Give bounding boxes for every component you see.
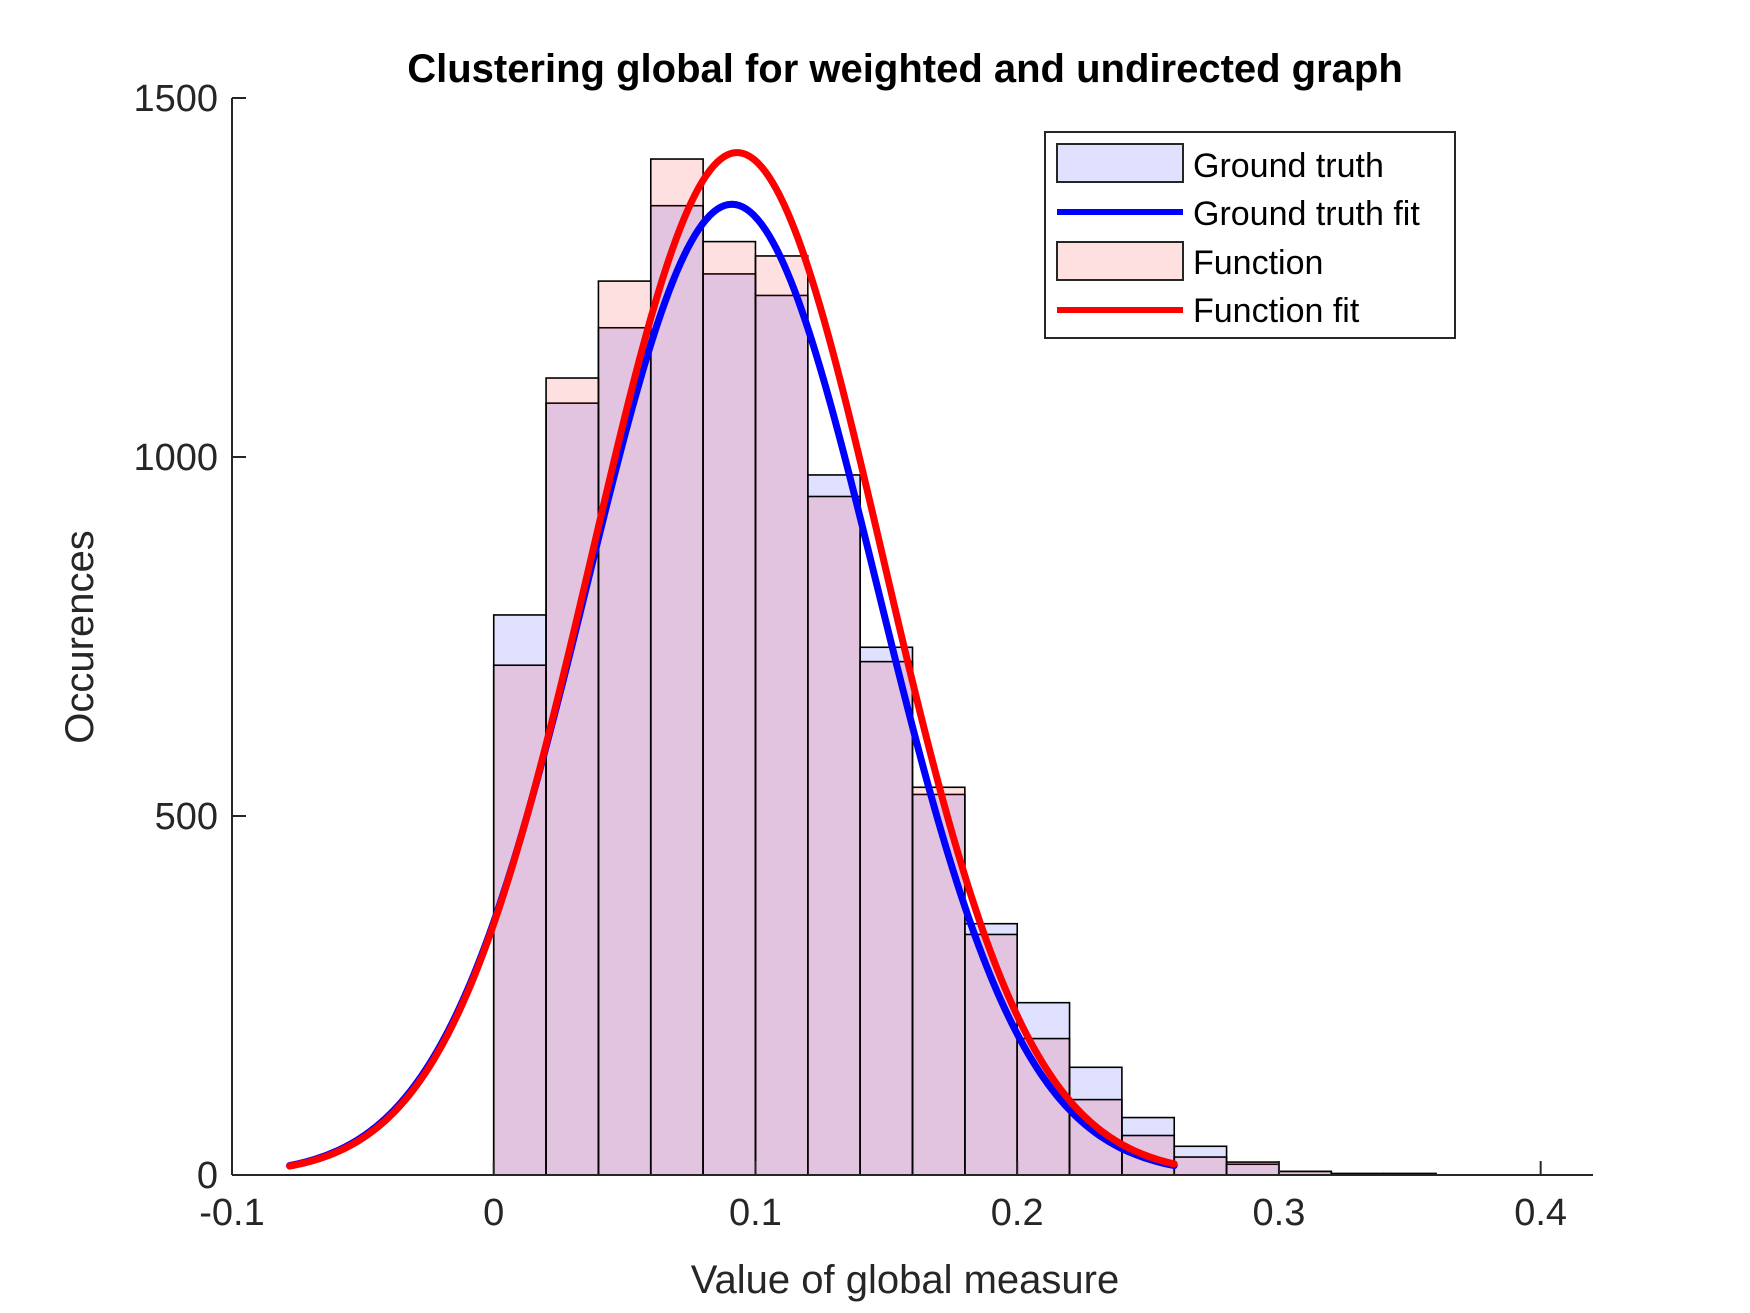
y-tick-label: 1500: [133, 78, 218, 120]
legend-swatch-ground-truth: [1056, 143, 1184, 183]
legend-label-function: Function: [1193, 244, 1323, 282]
x-tick-label: 0.3: [1253, 1192, 1306, 1234]
x-axis-label: Value of global measure: [691, 1258, 1119, 1302]
legend: Ground truth Ground truth fit Function F…: [1044, 131, 1456, 339]
x-tick-label: 0.1: [729, 1192, 782, 1234]
bar-ground-truth-13: [1173, 1145, 1228, 1176]
legend-box: [1044, 131, 1456, 339]
x-tick-label: 0: [483, 1192, 504, 1234]
x-axis-ticks: -0.1 0 0.1 0.2 0.3 0.4: [199, 1161, 1567, 1234]
x-tick-label: -0.1: [199, 1192, 264, 1234]
legend-swatch-function: [1056, 241, 1184, 281]
bar-function-4: [702, 240, 757, 1176]
legend-label-function-fit: Function fit: [1193, 292, 1360, 330]
bar-ground-truth-1: [545, 402, 600, 1176]
bar-function-14: [1225, 1161, 1280, 1176]
y-tick-label: 0: [197, 1155, 218, 1197]
legend-label-ground-truth-fit: Ground truth fit: [1193, 195, 1420, 233]
fit-curve-function-fit: [286, 149, 1178, 1170]
x-tick-label: 0.2: [991, 1192, 1044, 1234]
bar-function-7: [859, 660, 914, 1176]
bar-ground-truth-6: [807, 474, 861, 1176]
legend-label-ground-truth: Ground truth: [1193, 147, 1384, 185]
y-tick-label: 1000: [133, 437, 218, 479]
fit-curves: [286, 149, 1178, 1170]
bar-function-13: [1173, 1156, 1228, 1176]
y-axis-ticks: 0 500 1000 1500: [133, 78, 246, 1197]
chart-title: Clustering global for weighted and undir…: [407, 47, 1403, 91]
bar-function-1: [545, 377, 600, 1176]
bar-function-6: [807, 495, 861, 1176]
y-axis-label: Occurences: [58, 530, 102, 743]
y-tick-label: 500: [155, 796, 218, 838]
bar-ground-truth-2: [597, 326, 652, 1176]
bar-function-5: [754, 255, 809, 1176]
x-tick-label: 0.4: [1514, 1192, 1567, 1234]
bar-function-0: [492, 664, 547, 1176]
